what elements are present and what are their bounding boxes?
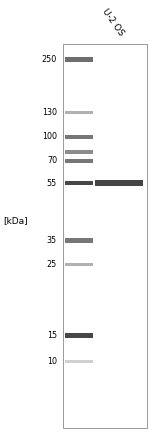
Bar <box>64 333 93 338</box>
Text: 250: 250 <box>42 55 57 64</box>
Text: 100: 100 <box>42 132 57 141</box>
FancyBboxPatch shape <box>63 44 147 428</box>
Text: 130: 130 <box>42 108 57 117</box>
Text: [kDa]: [kDa] <box>3 216 28 225</box>
Text: 25: 25 <box>47 260 57 269</box>
Bar <box>64 57 93 62</box>
Bar <box>64 181 93 185</box>
Bar <box>94 180 142 186</box>
Text: 70: 70 <box>47 157 57 165</box>
Bar <box>64 150 93 154</box>
Text: 15: 15 <box>47 331 57 340</box>
Bar <box>64 159 93 163</box>
Bar <box>64 238 93 243</box>
Bar <box>64 360 93 363</box>
Bar <box>64 135 93 138</box>
Text: 55: 55 <box>47 179 57 187</box>
Text: 10: 10 <box>47 357 57 366</box>
Text: U-2 OS: U-2 OS <box>100 7 125 37</box>
Bar <box>64 263 93 266</box>
Text: 35: 35 <box>47 236 57 245</box>
Bar <box>64 111 93 114</box>
